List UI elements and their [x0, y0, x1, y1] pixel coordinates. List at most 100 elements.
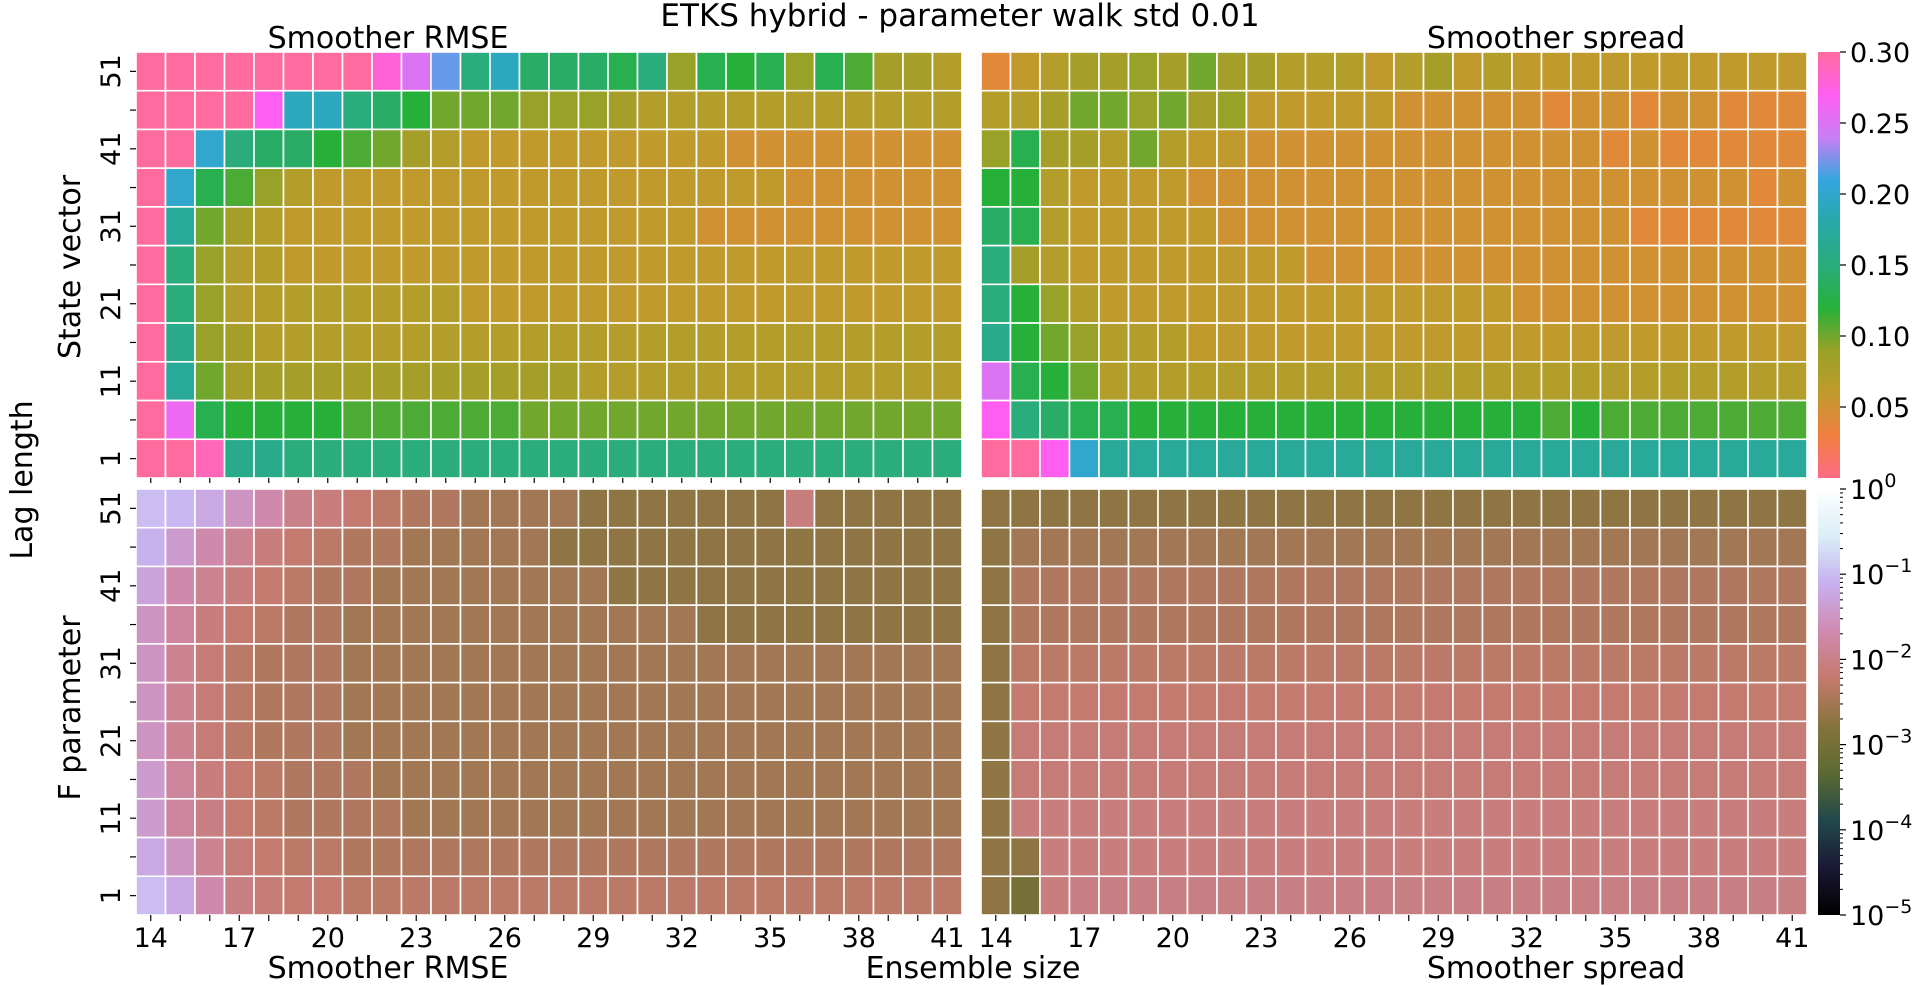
param-spread-cell [1747, 526, 1779, 568]
state-rmse-cell [400, 438, 432, 479]
param-spread-cell [1393, 526, 1425, 568]
state-rmse-cell [813, 399, 845, 441]
state-spread-cell [1039, 51, 1071, 92]
linear-colorbar-tick-label: 0.30 [1850, 38, 1910, 69]
state-spread-cell [1717, 244, 1749, 286]
state-rmse-cell [371, 128, 403, 169]
state-spread-cell [1275, 244, 1307, 286]
state-rmse-cell [577, 283, 609, 324]
state-spread-cell [1216, 399, 1248, 441]
state-spread-cell [1127, 322, 1159, 363]
state-spread-cell [1452, 283, 1484, 324]
state-rmse-cell [725, 438, 757, 479]
state-spread-cell [1747, 167, 1779, 208]
param-rmse-cell [754, 488, 786, 529]
param-rmse-cell [430, 720, 462, 761]
log-colorbar-tick-base: 10 [1850, 475, 1884, 506]
param-rmse-cell [607, 565, 639, 606]
param-spread-cell [1304, 720, 1336, 761]
param-rmse-cell [312, 604, 344, 645]
param-spread-cell [1481, 720, 1513, 761]
state-rmse-cell [784, 438, 816, 479]
state-spread-cell [1658, 167, 1690, 208]
state-spread-cell [1098, 361, 1130, 402]
param-spread-cell [1422, 681, 1454, 723]
state-rmse-cell [371, 206, 403, 247]
state-rmse-cell [253, 51, 285, 92]
param-rmse-cell [784, 643, 816, 684]
param-rmse-cell [194, 488, 226, 529]
param-spread-cell [1245, 798, 1277, 839]
state-spread-cell [1540, 399, 1572, 441]
state-rmse-cell [459, 128, 491, 169]
state-rmse-cell [371, 361, 403, 402]
param-rmse-cell [931, 565, 963, 606]
state-spread-cell [1157, 167, 1189, 208]
state-spread-cell [1717, 89, 1749, 131]
state-spread-cell [1245, 51, 1277, 92]
param-spread-cell [1481, 565, 1513, 606]
state-spread-cell [1452, 438, 1484, 479]
state-rmse-cell [843, 283, 875, 324]
param-rmse-cell [518, 526, 550, 568]
state-spread-cell [1658, 128, 1690, 169]
state-spread-cell [1039, 361, 1071, 402]
param-spread-cell [1452, 720, 1484, 761]
param-spread-cell [1688, 759, 1720, 800]
state-rmse-cell [872, 399, 904, 441]
param-spread-cell [1481, 798, 1513, 839]
state-spread-cell [1452, 167, 1484, 208]
state-spread-cell [1334, 244, 1366, 286]
state-rmse-cell [371, 283, 403, 324]
param-rmse-cell [813, 798, 845, 839]
state-rmse-cell [872, 167, 904, 208]
state-rmse-cell [666, 89, 698, 131]
state-rmse-cell [784, 283, 816, 324]
param-rmse-cell [872, 798, 904, 839]
state-spread-cell [1540, 361, 1572, 402]
state-rmse-cell [371, 167, 403, 208]
param-rmse-y-tick-label: 31 [96, 646, 127, 680]
param-rmse-cell [754, 836, 786, 878]
state-rmse-cell [430, 51, 462, 92]
state-spread-cell [1157, 361, 1189, 402]
log-colorbar-tick-exponent: 0 [1884, 470, 1896, 492]
param-rmse-cell [371, 681, 403, 723]
state-rmse-cell [223, 399, 255, 441]
state-rmse-cell [813, 167, 845, 208]
param-spread-cell [1304, 681, 1336, 723]
param-spread-cell [1629, 643, 1661, 684]
param-rmse-cell [518, 643, 550, 684]
state-spread-cell [1511, 399, 1543, 441]
param-rmse-cell [666, 836, 698, 878]
state-rmse-cell [695, 244, 727, 286]
state-spread-cell [1481, 51, 1513, 92]
state-spread-cell [1098, 322, 1130, 363]
param-spread-x-tick-label: 41 [1775, 923, 1809, 954]
param-rmse-cell [784, 836, 816, 878]
param-rmse-cell [282, 720, 314, 761]
param-spread-cell [1688, 720, 1720, 761]
state-rmse-cell [282, 283, 314, 324]
param-rmse-cell [607, 836, 639, 878]
state-spread-cell [1511, 322, 1543, 363]
state-spread-cell [1304, 244, 1336, 286]
state-spread-cell [1570, 206, 1602, 247]
state-spread-cell [1068, 399, 1100, 441]
state-spread-cell [1393, 128, 1425, 169]
state-spread-cell [1747, 361, 1779, 402]
param-spread-cell [1511, 565, 1543, 606]
param-rmse-cell [223, 565, 255, 606]
param-rmse-cell [489, 720, 521, 761]
param-spread-cell [1275, 565, 1307, 606]
param-spread-cell [1481, 681, 1513, 723]
param-rmse-cell [194, 836, 226, 878]
state-rmse-cell [489, 399, 521, 441]
state-rmse-cell [194, 89, 226, 131]
state-rmse-cell [282, 438, 314, 479]
param-rmse-cell [636, 798, 668, 839]
param-rmse-cell [902, 759, 934, 800]
param-spread-cell [1599, 759, 1631, 800]
param-rmse-cell [813, 759, 845, 800]
state-spread-cell [1245, 283, 1277, 324]
